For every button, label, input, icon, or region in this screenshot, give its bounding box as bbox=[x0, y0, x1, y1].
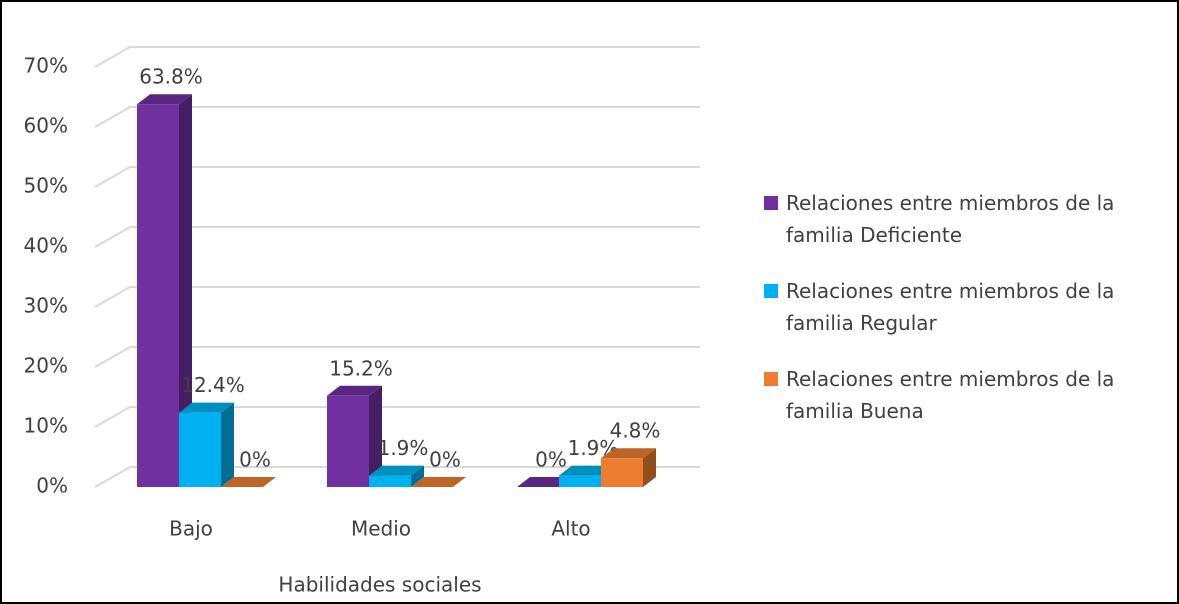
bar bbox=[411, 477, 466, 487]
legend-label: Relaciones entre miembros de la familia … bbox=[786, 191, 1115, 247]
legend-item: Relaciones entre miembros de la familia … bbox=[764, 187, 1169, 251]
bar-front bbox=[179, 412, 221, 487]
legend-label: Relaciones entre miembros de la familia … bbox=[786, 279, 1115, 335]
bar-front bbox=[369, 475, 411, 487]
bar bbox=[369, 465, 424, 487]
y-tick-label: 60% bbox=[24, 114, 68, 138]
grid-line bbox=[94, 46, 700, 68]
bar-top bbox=[559, 465, 614, 476]
y-tick-label: 40% bbox=[24, 234, 68, 258]
legend-swatch bbox=[764, 284, 778, 298]
data-label: 0% bbox=[535, 448, 567, 472]
bar-top bbox=[411, 477, 466, 487]
bar-front bbox=[559, 475, 601, 487]
bar bbox=[221, 477, 276, 487]
bar bbox=[327, 385, 382, 487]
bar-front bbox=[327, 395, 369, 487]
bar bbox=[517, 477, 572, 487]
y-tick-label: 10% bbox=[24, 414, 68, 438]
data-label: 4.8% bbox=[610, 419, 661, 443]
data-label: 15.2% bbox=[329, 356, 393, 380]
data-label: 0% bbox=[239, 448, 271, 472]
bar-front bbox=[601, 458, 643, 487]
bar-front bbox=[137, 104, 179, 487]
legend-item: Relaciones entre miembros de la familia … bbox=[764, 275, 1169, 339]
legend-label: Relaciones entre miembros de la familia … bbox=[786, 367, 1115, 423]
bar-top bbox=[179, 402, 234, 413]
grid-line bbox=[94, 346, 700, 368]
grid-line bbox=[94, 106, 700, 128]
legend-swatch bbox=[764, 196, 778, 210]
grid-line bbox=[94, 166, 700, 188]
grid-line bbox=[94, 466, 700, 488]
bar bbox=[179, 402, 234, 487]
bar bbox=[137, 94, 192, 487]
bar-side bbox=[221, 402, 234, 487]
y-tick-label: 30% bbox=[24, 294, 68, 318]
x-tick-label: Medio bbox=[351, 517, 411, 541]
data-label: 1.9% bbox=[378, 436, 429, 460]
bar-top bbox=[137, 94, 192, 105]
bar-side bbox=[369, 385, 382, 487]
grid-line bbox=[94, 286, 700, 308]
bar-top bbox=[221, 477, 276, 487]
data-label: 63.8% bbox=[139, 65, 203, 89]
grid-line bbox=[94, 226, 700, 248]
bar-top bbox=[327, 385, 382, 396]
bar-top bbox=[369, 465, 424, 476]
data-label: 12.4% bbox=[181, 373, 245, 397]
bar bbox=[601, 448, 656, 487]
y-tick-label: 50% bbox=[24, 174, 68, 198]
y-tick-label: 20% bbox=[24, 354, 68, 378]
y-tick-label: 0% bbox=[36, 474, 68, 498]
bar-side bbox=[643, 448, 656, 487]
bar-side bbox=[411, 465, 424, 487]
legend-swatch bbox=[764, 372, 778, 386]
bar-top bbox=[517, 477, 572, 487]
x-axis-label: Habilidades sociales bbox=[278, 573, 481, 597]
legend-item: Relaciones entre miembros de la familia … bbox=[764, 363, 1169, 427]
bar-side bbox=[179, 94, 192, 487]
x-tick-label: Alto bbox=[551, 517, 590, 541]
y-tick-label: 70% bbox=[24, 54, 68, 78]
data-label: 0% bbox=[429, 448, 461, 472]
bar-top bbox=[601, 448, 656, 459]
grid-line bbox=[94, 406, 700, 428]
x-tick-label: Bajo bbox=[169, 517, 213, 541]
